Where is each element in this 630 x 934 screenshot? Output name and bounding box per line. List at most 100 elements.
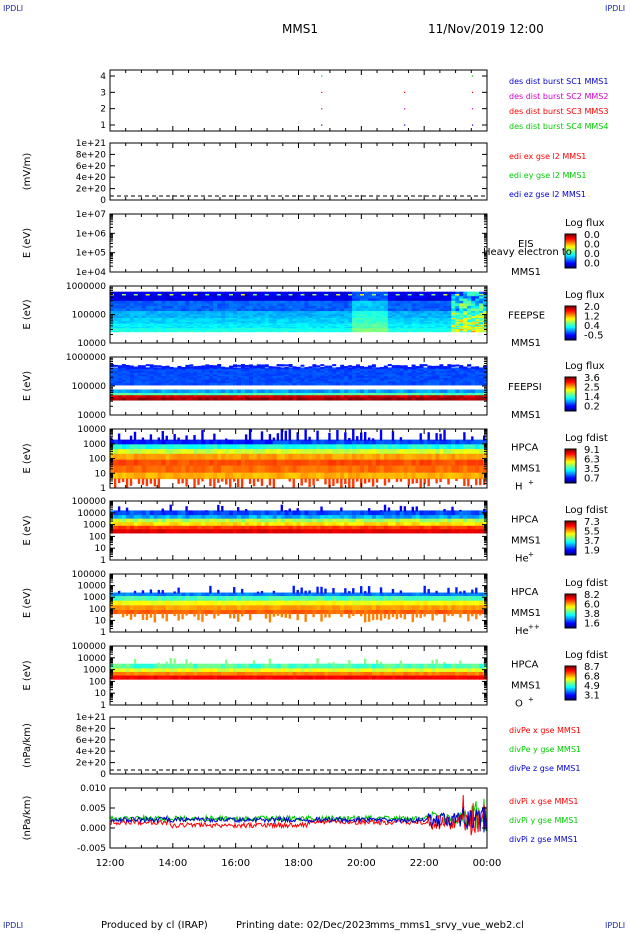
spectrogram-cell xyxy=(125,395,131,399)
spectrogram-cell xyxy=(197,369,202,372)
spectrogram-cell xyxy=(248,478,252,484)
spectrogram-cell xyxy=(439,325,444,328)
spectrogram-cell xyxy=(225,478,228,485)
spectrogram-cell xyxy=(221,453,226,461)
spectrogram-cell xyxy=(117,459,123,467)
spectrogram-cell xyxy=(296,369,302,372)
spectrogram-cell xyxy=(435,322,440,325)
spectrogram-cell xyxy=(352,459,357,467)
spectrogram-cell xyxy=(201,296,206,300)
spectrogram-cell xyxy=(403,300,409,304)
spectrogram-cell xyxy=(296,370,302,374)
spectrogram-cell xyxy=(276,369,282,372)
spectrogram-cell xyxy=(371,314,377,317)
spectrogram-cell xyxy=(240,374,246,377)
spectrogram-cell xyxy=(244,365,249,368)
spectrogram-cell xyxy=(383,317,389,320)
spectrogram-cell xyxy=(348,510,353,516)
spectrogram-cell xyxy=(284,323,290,326)
spectrogram-cell xyxy=(336,379,341,382)
spectrogram-cell xyxy=(479,389,484,394)
spectrogram-cell xyxy=(363,381,369,384)
spectrogram-cell xyxy=(411,381,417,384)
spectrogram-cell xyxy=(252,312,258,316)
spectrogram-cell xyxy=(193,366,198,369)
spectrogram-cell xyxy=(113,364,118,367)
spectrogram-cell xyxy=(209,312,214,316)
spectrogram-cell xyxy=(177,300,183,304)
spectrogram-cell xyxy=(229,366,234,369)
spectrogram-cell xyxy=(352,322,357,325)
spectrogram-cell xyxy=(205,397,210,401)
spectrogram-cell xyxy=(340,522,345,527)
spectrogram-cell xyxy=(189,320,194,323)
spectrogram-cell xyxy=(423,383,429,386)
spectrogram-cell xyxy=(117,444,123,450)
spectrogram-cell xyxy=(201,465,206,474)
spectrogram-cell xyxy=(205,364,210,367)
spectrogram-cell xyxy=(427,439,433,445)
spectrogram-cell xyxy=(344,296,349,300)
spectrogram-cell xyxy=(236,324,242,327)
spectrogram-cell xyxy=(240,294,245,296)
spectrogram-cell xyxy=(165,365,170,368)
spectrogram-cell xyxy=(213,320,218,323)
spectrogram-cell xyxy=(276,364,281,367)
spectrogram-cell xyxy=(463,300,468,304)
spectrogram-cell xyxy=(375,293,381,297)
spectrogram-cell xyxy=(471,316,476,319)
spectrogram-cell xyxy=(260,465,266,474)
spectrogram-cell xyxy=(296,293,302,297)
spectrogram-cell xyxy=(288,383,294,386)
spectrogram-cell xyxy=(379,329,385,332)
spectrogram-cell xyxy=(272,439,278,445)
spectrogram-cell xyxy=(427,381,433,384)
spectrogram-cell xyxy=(181,395,186,399)
spectrogram-cell xyxy=(391,308,397,312)
spectrogram-cell xyxy=(431,319,437,322)
spectrogram-cell xyxy=(288,322,294,325)
spectrogram-cell xyxy=(197,300,202,304)
spectrogram-cell xyxy=(375,319,381,322)
spectrogram-cell xyxy=(332,328,337,330)
spectrogram-cell xyxy=(229,374,234,377)
spectrogram-cell xyxy=(145,328,151,330)
spectrogram-cell xyxy=(213,314,218,317)
spectrogram-cell xyxy=(125,381,131,384)
spectrogram-cell xyxy=(328,465,333,474)
spectrogram-cell xyxy=(292,465,298,474)
spectrogram-cell xyxy=(256,329,262,332)
spectrogram-cell xyxy=(328,397,333,401)
spectrogram-cell xyxy=(387,305,393,310)
spectrogram-cell xyxy=(240,327,246,329)
spectrogram-cell xyxy=(332,330,337,333)
spectrogram-cell xyxy=(431,328,437,330)
spectrogram-cell xyxy=(403,510,409,516)
spectrogram-cell xyxy=(193,329,198,332)
spectrogram-cell xyxy=(332,515,337,520)
spectrogram-cell xyxy=(447,324,452,327)
spectrogram-cell xyxy=(423,397,429,401)
spectrogram-cell xyxy=(379,323,385,326)
spectrogram-cell xyxy=(264,291,270,295)
spectrogram-cell xyxy=(352,329,357,331)
spectrogram-cell xyxy=(371,459,377,467)
spectrogram-cell xyxy=(419,308,425,312)
spectrogram-cell xyxy=(177,395,183,399)
spectrogram-cell xyxy=(233,317,238,320)
spectrogram-cell xyxy=(316,316,321,319)
spectrogram-cell xyxy=(407,439,413,445)
spectrogram-cell xyxy=(367,369,373,372)
spectrogram-cell xyxy=(113,319,119,322)
spectrogram-cell xyxy=(225,515,230,520)
spectrogram-cell xyxy=(113,312,119,316)
spectrogram-cell xyxy=(197,522,202,527)
spectrogram-cell xyxy=(399,369,405,372)
spectrogram-cell xyxy=(288,372,294,375)
spectrogram-cell xyxy=(145,316,151,319)
spectrogram-cell xyxy=(336,324,341,327)
spectrogram-cell xyxy=(356,389,361,394)
spectrogram-cell xyxy=(121,376,127,379)
spectrogram-cell xyxy=(197,515,202,520)
spectrogram-cell xyxy=(145,465,151,474)
